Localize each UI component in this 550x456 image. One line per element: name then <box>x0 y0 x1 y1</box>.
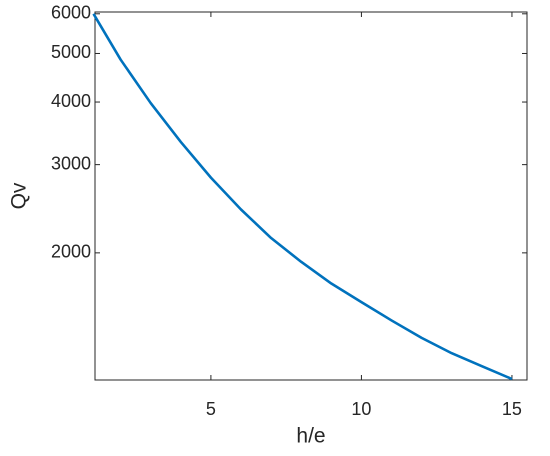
y-tick-label: 6000 <box>51 3 91 23</box>
x-axis-label: h/e <box>296 425 325 448</box>
line-series <box>92 13 513 381</box>
y-axis-label: Qv <box>8 182 31 209</box>
plot-frame <box>94 11 528 381</box>
x-tick-label: 5 <box>206 399 216 419</box>
x-tick-label: 15 <box>502 399 522 419</box>
y-tick-label: 4000 <box>51 91 91 111</box>
x-tick-label: 10 <box>351 399 371 419</box>
y-tick-label: 3000 <box>51 153 91 173</box>
y-tick-label: 5000 <box>51 42 91 62</box>
y-tick-label: 2000 <box>51 242 91 262</box>
